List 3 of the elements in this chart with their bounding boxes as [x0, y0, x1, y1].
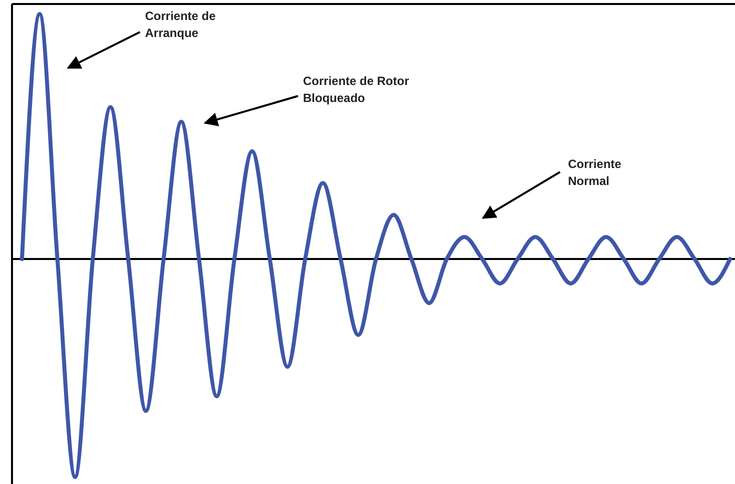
annotation: Corriente de Arranque — [145, 9, 216, 40]
annotation: Corriente Normal — [568, 157, 622, 188]
annotation: Corriente de Rotor Bloqueado — [303, 74, 410, 105]
